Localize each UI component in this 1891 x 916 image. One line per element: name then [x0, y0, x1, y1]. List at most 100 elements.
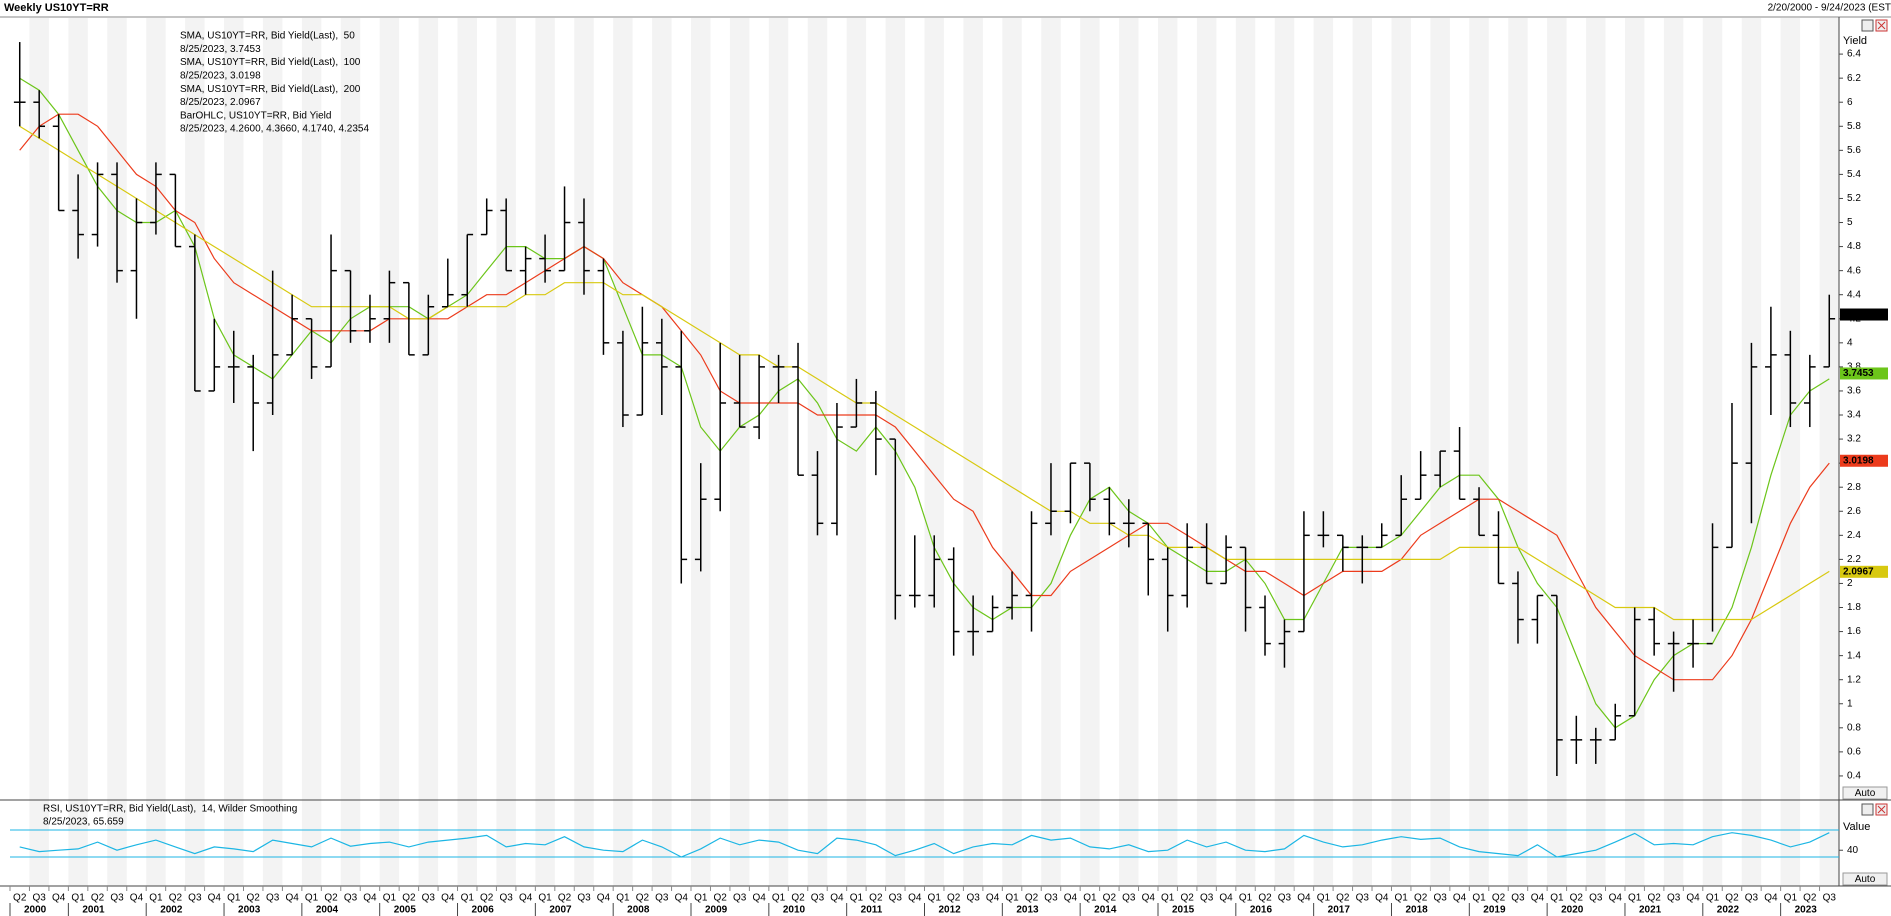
x-tick-label: Q3	[577, 893, 591, 904]
sma-line	[19, 113, 1830, 681]
auto-button[interactable]	[1842, 872, 1888, 886]
x-tick-label: Q4	[1453, 893, 1467, 904]
legend-value: 8/25/2023, 4.2600, 4.3660, 4.1740, 4.235…	[180, 124, 369, 135]
y-tick-label: 1.2	[1847, 674, 1861, 685]
quarter-band	[574, 18, 594, 886]
x-tick-label: Q1	[1161, 893, 1175, 904]
x-tick-label: Q3	[889, 893, 903, 904]
quarter-band	[1469, 18, 1489, 886]
x-tick-label: Q3	[966, 893, 980, 904]
quarter-band	[1119, 18, 1139, 886]
year-label: 2005	[394, 905, 417, 916]
x-tick-label: Q3	[1823, 893, 1837, 904]
year-label: 2016	[1250, 905, 1273, 916]
quarter-band	[1080, 18, 1100, 886]
y-tick-label: 1.4	[1847, 650, 1861, 661]
year-label: 2019	[1483, 905, 1506, 916]
y-tick-label: 0.6	[1847, 747, 1861, 758]
x-tick-label: Q4	[597, 893, 611, 904]
auto-button-label[interactable]: Auto	[1855, 874, 1876, 885]
x-tick-label: Q4	[675, 893, 689, 904]
last-value-label: 3.0198	[1843, 455, 1874, 466]
x-tick-label: Q2	[1258, 893, 1272, 904]
y-axis-label: Yield	[1843, 35, 1867, 47]
x-tick-label: Q1	[1083, 893, 1097, 904]
y-tick-label: 2.6	[1847, 506, 1861, 517]
quarter-band	[262, 18, 283, 886]
legend-name: SMA, US10YT=RR, Bid Yield(Last), 50	[180, 31, 355, 42]
rsi-legend-value: 8/25/2023, 65.659	[43, 817, 124, 828]
x-tick-label: Q3	[733, 893, 747, 904]
legend-name: SMA, US10YT=RR, Bid Yield(Last), 100	[180, 57, 361, 68]
x-tick-label: Q2	[1103, 893, 1117, 904]
maximize-icon[interactable]	[1861, 19, 1874, 32]
year-label: 2023	[1795, 905, 1818, 916]
x-tick-label: Q2	[402, 893, 416, 904]
year-label: 2009	[705, 905, 728, 916]
year-label: 2001	[82, 905, 105, 916]
quarter-band	[496, 18, 516, 886]
x-tick-label: Q1	[71, 893, 85, 904]
year-label: 2017	[1328, 905, 1351, 916]
y-tick-label: 6.4	[1847, 49, 1861, 60]
auto-button-label[interactable]: Auto	[1855, 788, 1876, 799]
y-tick-label: 3.2	[1847, 434, 1861, 445]
x-tick-label: Q4	[908, 893, 922, 904]
y-tick-label: 6.2	[1847, 73, 1861, 84]
y-tick-label: 5.8	[1847, 121, 1861, 132]
x-tick-label: Q4	[1219, 893, 1233, 904]
quarter-band	[1352, 18, 1373, 886]
sma-line	[19, 125, 1830, 621]
x-tick-label: Q4	[1531, 893, 1545, 904]
x-tick-label: Q4	[1064, 893, 1078, 904]
x-tick-label: Q3	[1122, 893, 1136, 904]
quarter-band	[1624, 18, 1645, 886]
quarter-band	[418, 18, 439, 886]
x-tick-label: Q4	[441, 893, 455, 904]
y-tick-label: 2.4	[1847, 530, 1861, 541]
x-tick-label: Q3	[1278, 893, 1292, 904]
y-tick-label: 5	[1847, 217, 1853, 228]
legend-value: 8/25/2023, 2.0967	[180, 97, 261, 108]
last-value-label: 2.0967	[1843, 566, 1874, 577]
x-tick-label: Q2	[869, 893, 883, 904]
x-tick-label: Q1	[1706, 893, 1720, 904]
x-tick-label: Q1	[1550, 893, 1564, 904]
quarter-band	[613, 18, 633, 886]
window-icons	[1861, 19, 1888, 816]
close-cross	[1877, 805, 1886, 814]
x-tick-label: Q2	[1725, 893, 1739, 904]
year-label: 2018	[1405, 905, 1428, 916]
quarter-band	[924, 18, 944, 886]
x-tick-label: Q2	[480, 893, 494, 904]
quarter-band	[146, 18, 166, 886]
year-label: 2006	[472, 905, 495, 916]
x-tick-label: Q3	[1667, 893, 1681, 904]
quarter-band	[535, 18, 555, 886]
quarter-band	[107, 18, 127, 886]
x-tick-label: Q3	[344, 893, 358, 904]
rsi-line	[19, 832, 1830, 858]
x-tick-label: Q2	[1492, 893, 1506, 904]
y-tick-label: 4.6	[1847, 265, 1861, 276]
x-tick-label: Q1	[1784, 893, 1798, 904]
y-tick-label: 1	[1847, 698, 1853, 709]
legend-name: BarOHLC, US10YT=RR, Bid Yield	[180, 110, 331, 121]
last-value-tag	[1840, 308, 1888, 321]
x-tick-label: Q3	[188, 893, 202, 904]
year-label: 2014	[1094, 905, 1117, 916]
x-tick-label: Q4	[752, 893, 766, 904]
x-tick-label: Q2	[13, 893, 27, 904]
quarter-band	[729, 18, 750, 886]
x-tick-label: Q3	[266, 893, 280, 904]
auto-button[interactable]	[1842, 786, 1888, 800]
maximize-icon[interactable]	[1861, 803, 1874, 816]
last-value-tag	[1840, 367, 1888, 380]
year-label: 2004	[316, 905, 339, 916]
quarter-band	[1586, 18, 1606, 886]
x-tick-label: Q1	[772, 893, 786, 904]
quarter-band	[691, 18, 711, 886]
year-label: 2015	[1172, 905, 1195, 916]
x-tick-label: Q3	[1433, 893, 1447, 904]
x-tick-label: Q2	[247, 893, 261, 904]
